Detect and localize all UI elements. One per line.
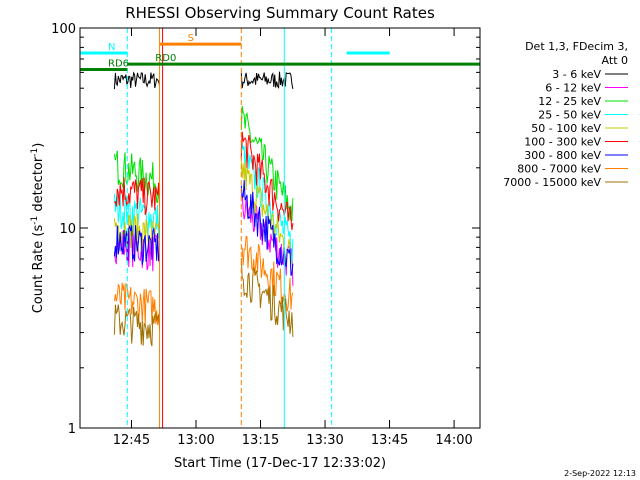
x-tick-label: 13:30 (306, 433, 343, 448)
flag-label: S (188, 33, 194, 44)
legend-label: 12 - 25 keV (538, 95, 601, 108)
y-tick-label: 1 (68, 422, 76, 437)
legend-label: 25 - 50 keV (538, 109, 601, 122)
legend-label: 7000 - 15000 keV (503, 176, 601, 189)
flag-rd6: RD6 (80, 59, 129, 72)
legend-label: 3 - 6 keV (552, 68, 601, 81)
y-axis-label: Count Rate (s-1 detector-1) (30, 143, 46, 314)
flag-s: S (159, 33, 242, 46)
plot-area: N RD0 RD6 S (79, 27, 481, 429)
series-trace (113, 150, 161, 204)
y-tick-label: 100 (51, 22, 76, 37)
series-3-6-kev (113, 71, 294, 90)
series-trace (113, 224, 161, 265)
x-tick-label: 12:45 (113, 433, 150, 448)
y-tick-label: 10 (59, 222, 76, 237)
chart-title: RHESSI Observing Summary Count Rates (125, 4, 435, 22)
x-tick-label: 13:45 (371, 433, 408, 448)
x-tick-label: 13:15 (242, 433, 279, 448)
legend-label: 6 - 12 keV (545, 82, 601, 95)
legend-header: Att 0 (602, 54, 628, 67)
y-axis: 1 10 100 (51, 22, 480, 437)
x-axis: 12:45 13:00 13:15 13:30 13:45 14:00 (113, 28, 473, 448)
series-trace (113, 71, 161, 90)
series-trace (114, 177, 161, 215)
x-tick-label: 13:00 (177, 433, 214, 448)
x-tick-label: 14:00 (435, 433, 472, 448)
legend-label: 800 - 7000 keV (517, 163, 601, 176)
series-trace (113, 282, 161, 326)
legend-label: 100 - 300 keV (524, 136, 601, 149)
legend-label: 50 - 100 keV (531, 122, 601, 135)
flag-n: N (80, 42, 390, 55)
legend-label: 300 - 800 keV (524, 149, 601, 162)
legend-header: Det 1,3, FDecim 3, (525, 40, 628, 53)
flag-label: RD6 (108, 59, 129, 70)
flag-rd0: RD0 (127, 53, 480, 66)
flag-label: RD0 (155, 53, 176, 64)
series-trace (113, 304, 161, 347)
series-trace (113, 213, 161, 252)
x-axis-label: Start Time (17-Dec-17 12:33:02) (174, 456, 386, 471)
footer-date: 2-Sep-2022 12:13 (564, 469, 636, 478)
series-trace (240, 71, 294, 90)
flag-label: N (108, 42, 115, 53)
